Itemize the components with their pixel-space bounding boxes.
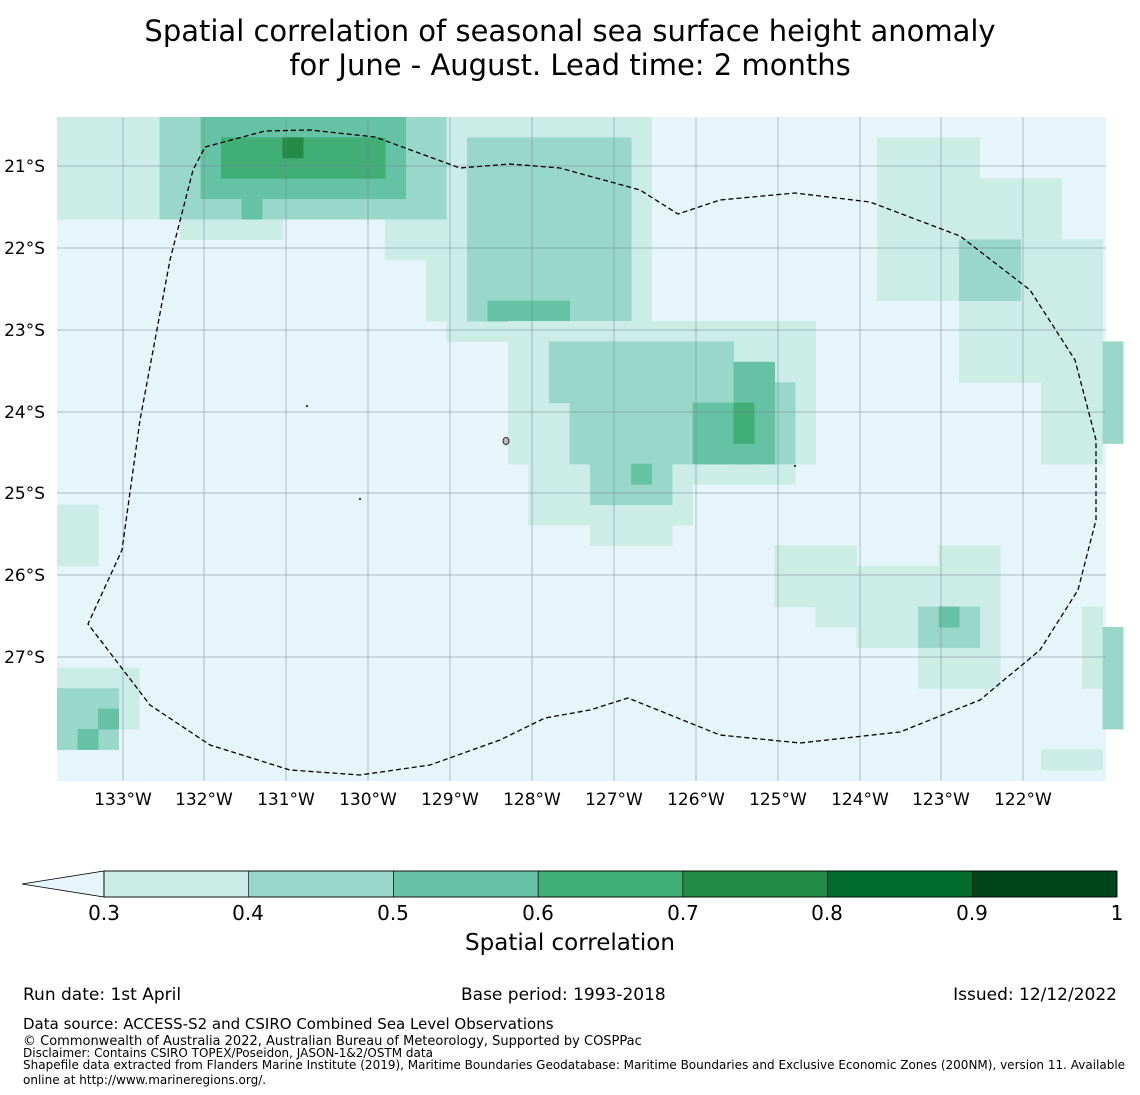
colorbar-segment [393,870,539,898]
correlation-cell [959,239,1021,302]
lon-label: 125°W [749,790,807,810]
run-date: Run date: 1st April [23,985,182,1005]
title-line-2: for June - August. Lead time: 2 months [289,48,851,82]
island-marker [306,405,308,407]
lon-label: 132°W [175,790,233,810]
colorbar-tick: 0.5 [377,901,409,925]
colorbar-label: Spatial correlation [465,930,675,956]
colorbar-tick: 0.6 [522,901,554,925]
colorbar-segment [827,870,973,898]
correlation-cell [1041,321,1103,465]
lat-label: 22°S [4,239,45,259]
map-title: Spatial correlation of seasonal sea surf… [0,14,1140,82]
correlation-cell [467,137,632,322]
correlation-cell [98,708,119,730]
disclaimer: Disclaimer: Contains CSIRO TOPEX/Poseido… [23,1046,433,1060]
colorbar-segment [537,870,684,898]
lon-label: 126°W [667,790,725,810]
correlation-cell [631,463,652,485]
correlation-cell [1041,749,1103,771]
islands [306,405,796,500]
correlation-cell [57,504,99,567]
correlation-cell [938,545,1001,587]
correlation-cell [733,402,755,444]
island-marker [359,498,361,500]
lon-label: 127°W [585,790,643,810]
colorbar-tick: 0.7 [667,901,699,925]
lon-label: 122°W [994,790,1052,810]
correlation-cells [57,117,1124,771]
correlation-cell [180,219,283,240]
correlation-cell [241,198,263,220]
shapefile-credit: Shapefile data extracted from Flanders M… [23,1058,1126,1087]
colorbar-tick: 0.4 [232,901,264,925]
correlation-cell [77,729,99,750]
issued-date: Issued: 12/12/2022 [953,985,1117,1005]
colorbar-segment [971,870,1118,898]
correlation-map: 21°S 22°S 23°S 24°S 25°S 26°S 27°S 133°W… [4,117,1124,810]
colorbar-tick: 1 [1111,901,1124,925]
colorbar: 0.3 0.4 0.5 0.6 0.7 0.8 0.9 1 [21,870,1123,925]
colorbar-segment [248,870,394,898]
lat-label: 21°S [4,157,45,177]
correlation-cell [979,606,1001,648]
latitude-labels: 21°S 22°S 23°S 24°S 25°S 26°S 27°S [4,157,45,668]
correlation-cell [282,137,304,159]
colorbar-extend-arrow [21,870,105,898]
title-line-1: Spatial correlation of seasonal sea surf… [144,14,996,48]
correlation-cell [938,606,960,628]
island-marker [502,437,510,445]
lat-label: 27°S [4,648,45,668]
correlation-cell [1102,627,1124,730]
lon-label: 129°W [421,790,479,810]
colorbar-segment [682,870,828,898]
lon-label: 124°W [831,790,889,810]
colorbar-tick: 0.9 [956,901,988,925]
data-source: Data source: ACCESS-S2 and CSIRO Combine… [23,1015,554,1033]
lon-label: 123°W [912,790,970,810]
lon-label: 131°W [257,790,315,810]
copyright: © Commonwealth of Australia 2022, Austra… [23,1034,642,1049]
correlation-cell [1102,341,1124,444]
correlation-cell [1082,606,1103,689]
graticule [57,117,1106,781]
colorbar-segment [103,870,250,898]
lon-label: 133°W [94,790,152,810]
colorbar-outline [103,870,1118,898]
colorbar-segments [103,870,1118,898]
lon-label: 130°W [339,790,397,810]
correlation-cell [590,504,673,546]
island-marker [794,465,796,467]
lon-label: 128°W [503,790,561,810]
colorbar-tick-labels: 0.3 0.4 0.5 0.6 0.7 0.8 0.9 1 [88,901,1123,925]
lat-label: 26°S [4,566,45,586]
lat-label: 24°S [4,403,45,423]
lat-label: 25°S [4,484,45,504]
base-period: Base period: 1993-2018 [461,985,666,1005]
lat-label: 23°S [4,321,45,341]
eez-boundary [87,129,1097,776]
longitude-labels: 133°W 132°W 131°W 130°W 129°W 128°W 127°… [94,790,1052,810]
colorbar-tick: 0.3 [88,901,120,925]
correlation-cell [487,300,570,322]
colorbar-tick: 0.8 [811,901,843,925]
